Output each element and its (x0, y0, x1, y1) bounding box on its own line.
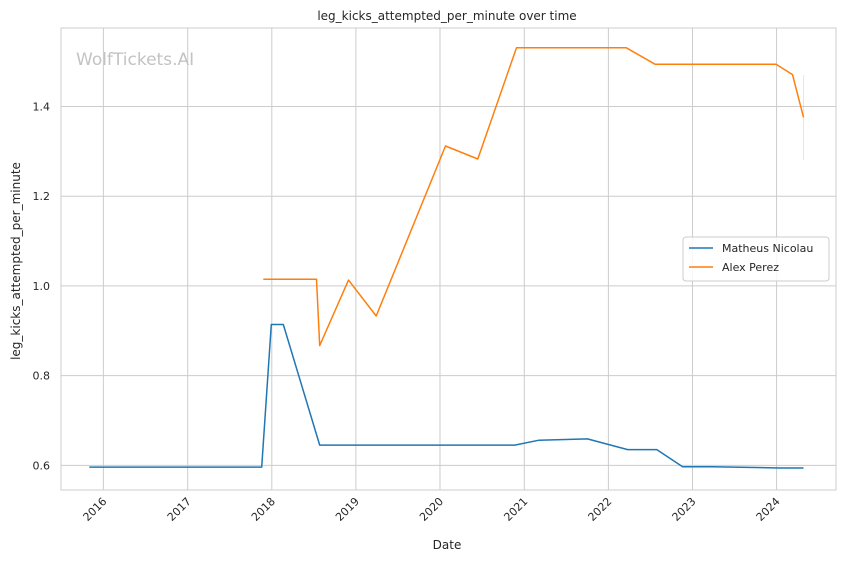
x-tick-label: 2016 (81, 495, 110, 524)
plot-area (60, 27, 837, 491)
grid-lines (61, 28, 836, 490)
series-layer (89, 46, 805, 469)
x-tick-label: 2020 (417, 495, 446, 524)
y-axis-ticks: 0.6 0.8 1.0 1.2 1.4 (33, 100, 51, 472)
x-axis-label: Date (433, 538, 462, 552)
series-line-1 (263, 46, 805, 347)
y-tick-label: 1.2 (33, 190, 51, 203)
y-tick-label: 1.0 (33, 280, 51, 293)
series-line-0 (89, 323, 804, 469)
y-tick-label: 1.4 (33, 100, 51, 113)
legend-label: Alex Perez (722, 261, 779, 274)
legend: Matheus Nicolau Alex Perez (682, 236, 830, 282)
chart-title: leg_kicks_attempted_per_minute over time (317, 9, 576, 23)
x-tick-label: 2019 (333, 495, 362, 524)
x-tick-label: 2022 (586, 495, 615, 524)
x-tick-label: 2024 (754, 495, 783, 524)
x-tick-label: 2021 (501, 495, 530, 524)
x-tick-label: 2017 (165, 495, 194, 524)
watermark-text: WolfTickets.AI (76, 50, 194, 70)
y-tick-label: 0.6 (33, 459, 51, 472)
legend-label: Matheus Nicolau (722, 242, 813, 255)
x-axis-ticks: 2016 2017 2018 2019 2020 2021 2022 2023 2024 (81, 495, 783, 524)
y-tick-label: 0.8 (33, 370, 51, 383)
legend-box (682, 236, 830, 282)
x-tick-label: 2018 (249, 495, 278, 524)
x-tick-label: 2023 (670, 495, 699, 524)
y-axis-label: leg_kicks_attempted_per_minute (9, 162, 23, 360)
